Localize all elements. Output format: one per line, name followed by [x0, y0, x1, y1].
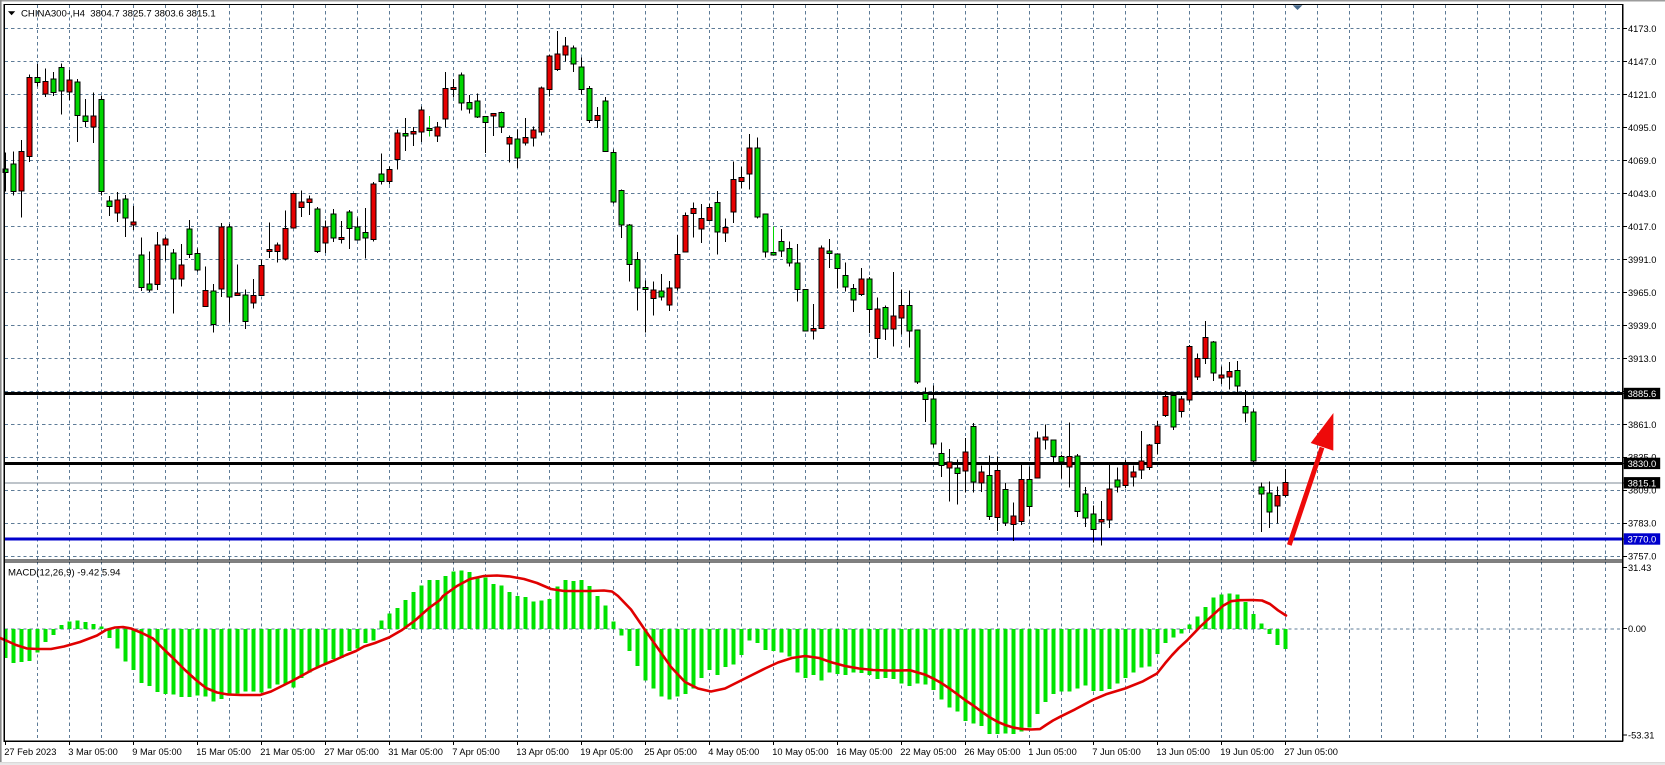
svg-text:MACD(12,26,9) -9.42 5.94: MACD(12,26,9) -9.42 5.94 [8, 568, 121, 579]
svg-text:3965.0: 3965.0 [1628, 288, 1656, 298]
svg-text:3885.6: 3885.6 [1628, 388, 1657, 399]
svg-text:16 May 05:00: 16 May 05:00 [836, 747, 892, 757]
svg-text:3 Mar 05:00: 3 Mar 05:00 [68, 747, 118, 757]
svg-text:27 Mar 05:00: 27 Mar 05:00 [324, 747, 379, 757]
svg-text:4017.0: 4017.0 [1628, 222, 1656, 232]
svg-text:3757.0: 3757.0 [1628, 552, 1656, 562]
svg-text:19 Apr 05:00: 19 Apr 05:00 [580, 747, 633, 757]
svg-text:10 May 05:00: 10 May 05:00 [772, 747, 828, 757]
svg-text:3913.0: 3913.0 [1628, 354, 1656, 364]
svg-text:-53.31: -53.31 [1628, 731, 1654, 741]
svg-text:7 Apr 05:00: 7 Apr 05:00 [452, 747, 500, 757]
svg-text:31 Mar 05:00: 31 Mar 05:00 [388, 747, 443, 757]
svg-text:3939.0: 3939.0 [1628, 321, 1656, 331]
svg-text:3809.0: 3809.0 [1628, 486, 1656, 496]
svg-text:27 Jun 05:00: 27 Jun 05:00 [1284, 747, 1338, 757]
svg-text:4043.0: 4043.0 [1628, 189, 1656, 199]
svg-text:CHINA300-,H4 3804.7 3825.7 38: CHINA300-,H4 3804.7 3825.7 3803.6 3815.1 [21, 9, 216, 20]
svg-text:27 Feb 2023: 27 Feb 2023 [4, 747, 56, 757]
svg-text:3783.0: 3783.0 [1628, 519, 1656, 529]
svg-text:0.00: 0.00 [1628, 624, 1646, 634]
svg-text:4147.0: 4147.0 [1628, 57, 1656, 67]
svg-text:4095.0: 4095.0 [1628, 123, 1656, 133]
svg-text:13 Apr 05:00: 13 Apr 05:00 [516, 747, 569, 757]
svg-text:15 Mar 05:00: 15 Mar 05:00 [196, 747, 251, 757]
svg-text:26 May 05:00: 26 May 05:00 [964, 747, 1020, 757]
svg-text:21 Mar 05:00: 21 Mar 05:00 [260, 747, 315, 757]
svg-text:4121.0: 4121.0 [1628, 90, 1656, 100]
svg-text:3815.1: 3815.1 [1628, 478, 1657, 489]
svg-text:19 Jun 05:00: 19 Jun 05:00 [1220, 747, 1274, 757]
svg-text:4069.0: 4069.0 [1628, 156, 1656, 166]
svg-text:4173.0: 4173.0 [1628, 24, 1656, 34]
svg-text:4 May 05:00: 4 May 05:00 [708, 747, 759, 757]
svg-text:3991.0: 3991.0 [1628, 255, 1656, 265]
svg-text:9 Mar 05:00: 9 Mar 05:00 [132, 747, 182, 757]
svg-text:7 Jun 05:00: 7 Jun 05:00 [1092, 747, 1141, 757]
svg-text:3770.0: 3770.0 [1628, 534, 1657, 545]
svg-text:3861.0: 3861.0 [1628, 420, 1656, 430]
svg-text:13 Jun 05:00: 13 Jun 05:00 [1156, 747, 1210, 757]
svg-text:3830.0: 3830.0 [1628, 458, 1657, 469]
svg-text:25 Apr 05:00: 25 Apr 05:00 [644, 747, 697, 757]
svg-text:1 Jun 05:00: 1 Jun 05:00 [1028, 747, 1077, 757]
svg-text:22 May 05:00: 22 May 05:00 [900, 747, 956, 757]
svg-text:31.43: 31.43 [1628, 563, 1651, 573]
